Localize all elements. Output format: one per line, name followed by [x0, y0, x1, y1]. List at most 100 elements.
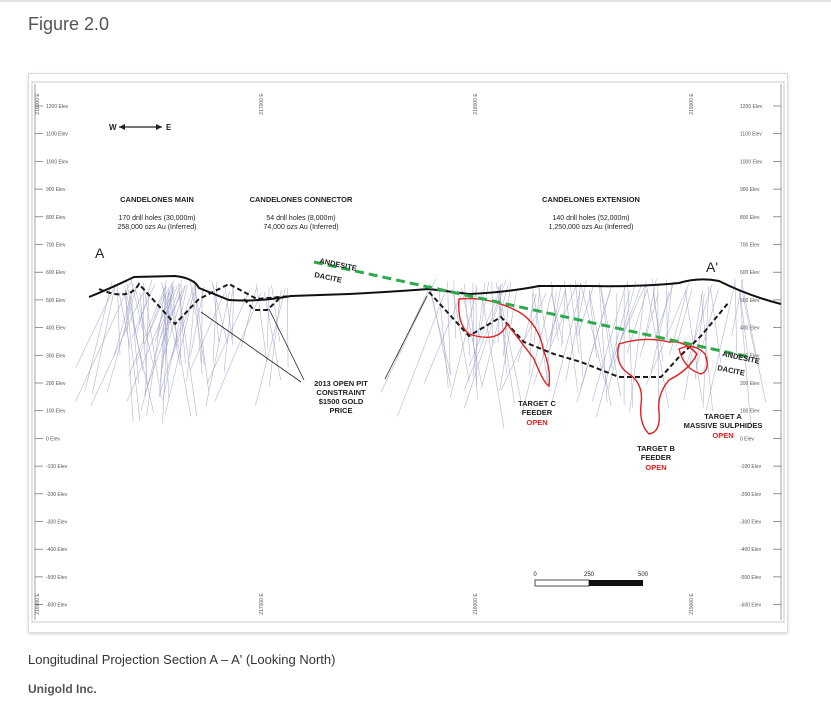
- figure-image-frame: 1200 Elev 1200 Elev 1100 Elev 1100 Elev 1000…: [28, 73, 788, 633]
- drill-hole: [600, 286, 621, 397]
- drill-hole: [125, 289, 155, 414]
- drill-hole: [452, 288, 470, 382]
- drill-hole: [178, 291, 198, 417]
- drill-hole: [684, 290, 703, 402]
- easting-label-top: 216000 E: [35, 93, 41, 115]
- drill-hole: [256, 284, 268, 363]
- pit-label-line-4: PRICE: [330, 406, 353, 415]
- elevation-label-right: -400 Elev: [740, 547, 762, 553]
- drill-hole: [676, 289, 693, 347]
- drill-hole: [588, 292, 598, 358]
- elevation-label-right: -600 Elev: [740, 603, 762, 609]
- drill-hole: [178, 283, 186, 364]
- drill-hole: [654, 281, 675, 341]
- elevation-label-right: 600 Elev: [740, 270, 760, 276]
- target-a-line-2: MASSIVE SULPHIDES: [684, 421, 763, 430]
- compass-arrowhead-west: [119, 124, 125, 130]
- drill-hole: [224, 287, 234, 345]
- pit-label-line-1: 2013 OPEN PIT: [314, 379, 368, 388]
- drill-hole: [740, 280, 766, 403]
- section-end-label: A': [706, 259, 718, 275]
- drill-hole: [591, 283, 627, 402]
- drill-hole: [657, 283, 659, 406]
- drill-hole: [145, 286, 167, 340]
- elevation-label-right: 500 Elev: [740, 298, 760, 304]
- drill-hole: [126, 289, 174, 402]
- elevation-label-left: 1100 Elev: [46, 132, 68, 138]
- zone-extension-resource: 1,250,000 ozs Au (Inferred): [549, 224, 634, 231]
- drill-hole: [271, 284, 281, 343]
- target-b-status: OPEN: [645, 463, 666, 472]
- drill-hole: [205, 291, 230, 407]
- pit-label-line-3: $1500 GOLD: [319, 397, 364, 406]
- drill-hole: [144, 293, 181, 396]
- drill-hole: [162, 284, 188, 401]
- target-c-line-2: FEEDER: [522, 408, 553, 417]
- drill-hole: [551, 292, 581, 404]
- elevation-label-left: -500 Elev: [46, 575, 68, 581]
- elevation-label-right: -500 Elev: [740, 575, 762, 581]
- drill-hole: [576, 285, 613, 403]
- drill-hole: [608, 285, 642, 372]
- elevation-label-left: 400 Elev: [46, 326, 66, 332]
- drill-hole: [588, 289, 612, 407]
- zone-connector-holes: 54 drill holes (8,000m): [266, 215, 335, 222]
- target-a-status: OPEN: [712, 431, 733, 440]
- drill-hole: [463, 291, 503, 409]
- page-top-rule: [0, 0, 831, 2]
- figure-credit: Unigold Inc.: [28, 682, 97, 696]
- drill-hole: [529, 293, 533, 376]
- cross-section-diagram: 1200 Elev 1200 Elev 1100 Elev 1100 Elev 1000…: [31, 81, 785, 623]
- drill-hole: [503, 281, 511, 356]
- drill-hole: [706, 283, 736, 410]
- andesite-label-left: ANDESITE: [319, 256, 358, 273]
- compass-arrow: W E: [109, 123, 172, 132]
- zone-annotations: CANDELONES MAIN 170 drill holes (30,000m…: [118, 195, 640, 231]
- easting-label-bottom: 218000 E: [473, 593, 479, 615]
- drill-hole: [565, 280, 587, 381]
- pit-constraint-callout: 2013 OPEN PIT CONSTRAINT $1500 GOLD PRIC…: [200, 295, 428, 415]
- drill-hole: [652, 292, 664, 361]
- drill-hole: [464, 279, 507, 389]
- drill-hole: [186, 281, 197, 382]
- drill-hole: [545, 291, 557, 383]
- drill-hole: [666, 283, 673, 337]
- elevation-label-left: 900 Elev: [46, 187, 66, 193]
- drill-hole: [607, 281, 637, 390]
- drill-hole: [162, 293, 169, 424]
- elevation-label-right: 300 Elev: [740, 353, 760, 359]
- compass-arrowhead-east: [156, 124, 162, 130]
- elevation-grid: 1200 Elev 1200 Elev 1100 Elev 1100 Elev 1000…: [35, 93, 781, 615]
- drill-hole: [563, 280, 579, 392]
- zone-connector-resource: 74,000 ozs Au (Inferred): [263, 224, 338, 231]
- compass-west-label: W: [109, 123, 117, 132]
- topography-line: [88, 274, 782, 305]
- elevation-label-left: 100 Elev: [46, 409, 66, 415]
- drill-hole: [162, 282, 173, 369]
- drill-hole: [189, 280, 205, 366]
- drill-hole: [117, 284, 121, 356]
- elevation-label-right: 900 Elev: [740, 187, 760, 193]
- elevation-label-right: -200 Elev: [740, 492, 762, 498]
- elevation-label-left: 1200 Elev: [46, 104, 69, 110]
- drill-hole: [106, 284, 138, 393]
- drill-hole: [423, 290, 464, 384]
- elevation-label-left: -100 Elev: [46, 464, 68, 470]
- drill-hole: [700, 293, 714, 412]
- drill-hole: [538, 286, 548, 342]
- target-b-outline: [617, 338, 698, 435]
- target-c-line-1: TARGET C: [518, 399, 556, 408]
- drill-hole: [140, 285, 175, 411]
- drill-hole: [380, 278, 436, 393]
- easting-label-top: 218000 E: [473, 93, 479, 115]
- elevation-label-left: -600 Elev: [46, 603, 68, 609]
- target-c-outline: [458, 297, 551, 387]
- drill-hole: [130, 279, 145, 336]
- drill-hole: [84, 281, 113, 392]
- easting-label-bottom: 217000 E: [259, 593, 265, 615]
- drill-hole: [206, 289, 251, 384]
- drill-hole: [231, 286, 235, 340]
- elevation-label-left: -300 Elev: [46, 520, 68, 526]
- target-labels: TARGET C FEEDER OPEN TARGET B FEEDER OPE…: [518, 399, 762, 472]
- scale-label-250: 250: [584, 572, 595, 578]
